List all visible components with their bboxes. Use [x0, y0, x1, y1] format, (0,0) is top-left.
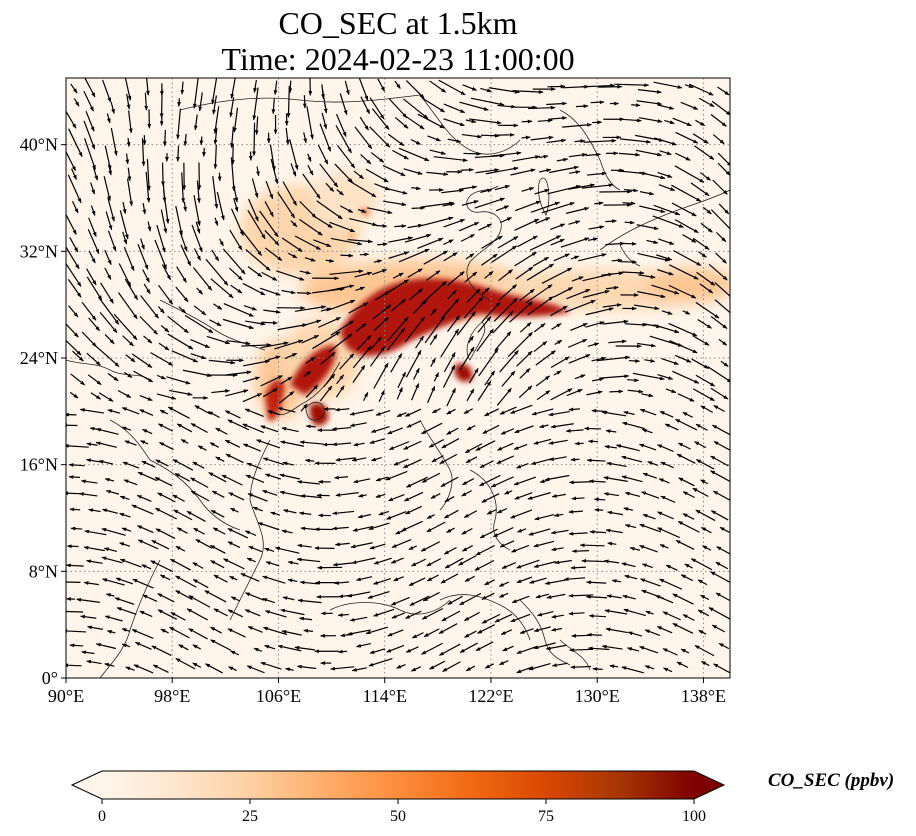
lon-tick-label-2: 106°E	[256, 686, 301, 706]
lat-tick-label-3: 24°N	[20, 348, 58, 368]
lon-tick-label-3: 114°E	[362, 686, 407, 706]
lat-tick-label-5: 40°N	[20, 135, 58, 155]
latitude-axis: 0° 8°N 16°N 24°N 32°N 40°N	[20, 135, 66, 688]
lat-tick-label-1: 8°N	[29, 561, 58, 581]
map-frame	[65, 77, 731, 679]
colorbar-extend-min	[72, 771, 102, 799]
map-title-time: Time: 2024-02-23 11:00:00	[221, 41, 575, 77]
map-area	[66, 78, 730, 678]
colorbar-tick-label-0: 0	[98, 808, 106, 825]
colorbar-extend-max	[694, 771, 724, 799]
lon-tick-label-4: 122°E	[468, 686, 513, 706]
wind-vectors	[66, 78, 730, 674]
lon-tick-label-1: 98°E	[154, 686, 190, 706]
lat-tick-label-0: 0°	[42, 668, 58, 688]
map-background	[66, 78, 730, 678]
map-title-variable: CO_SEC at 1.5km	[278, 5, 518, 41]
lat-tick-label-4: 32°N	[20, 241, 58, 261]
colorbar: 0 25 50 75 100	[70, 770, 726, 825]
colorbar-ticks: 0 25 50 75 100	[98, 799, 706, 825]
colorbar-tick-label-3: 75	[538, 808, 554, 825]
lon-tick-label-5: 130°E	[575, 686, 620, 706]
colorbar-tick-label-2: 50	[390, 808, 406, 825]
lon-tick-label-6: 138°E	[681, 686, 726, 706]
lat-tick-label-2: 16°N	[20, 455, 58, 475]
longitude-axis: 90°E 98°E 106°E 114°E 122°E 130°E 138°E	[48, 678, 726, 706]
colorbar-tick-label-1: 25	[242, 808, 258, 825]
lon-tick-label-0: 90°E	[48, 686, 84, 706]
colorbar-label: CO_SEC (ppbv)	[768, 770, 895, 791]
gridlines	[66, 78, 730, 678]
colorbar-gradient	[102, 771, 694, 799]
colorbar-tick-label-4: 100	[682, 808, 706, 825]
